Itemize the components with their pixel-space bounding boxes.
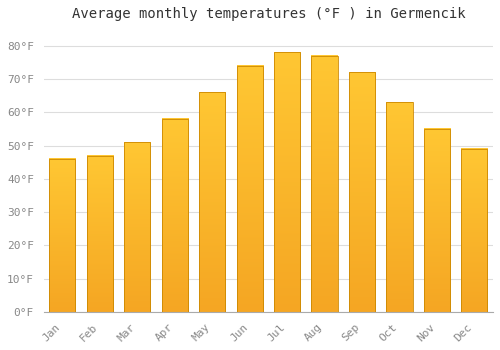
Bar	[312, 56, 338, 312]
Bar	[236, 66, 262, 312]
Bar	[199, 92, 226, 312]
Bar	[424, 129, 450, 312]
Bar	[50, 159, 76, 312]
Bar	[349, 72, 375, 312]
Bar	[162, 119, 188, 312]
Title: Average monthly temperatures (°F ) in Germencik: Average monthly temperatures (°F ) in Ge…	[72, 7, 465, 21]
Bar	[124, 142, 150, 312]
Bar	[386, 102, 412, 312]
Bar	[461, 149, 487, 312]
Bar	[86, 155, 113, 312]
Bar	[274, 52, 300, 312]
